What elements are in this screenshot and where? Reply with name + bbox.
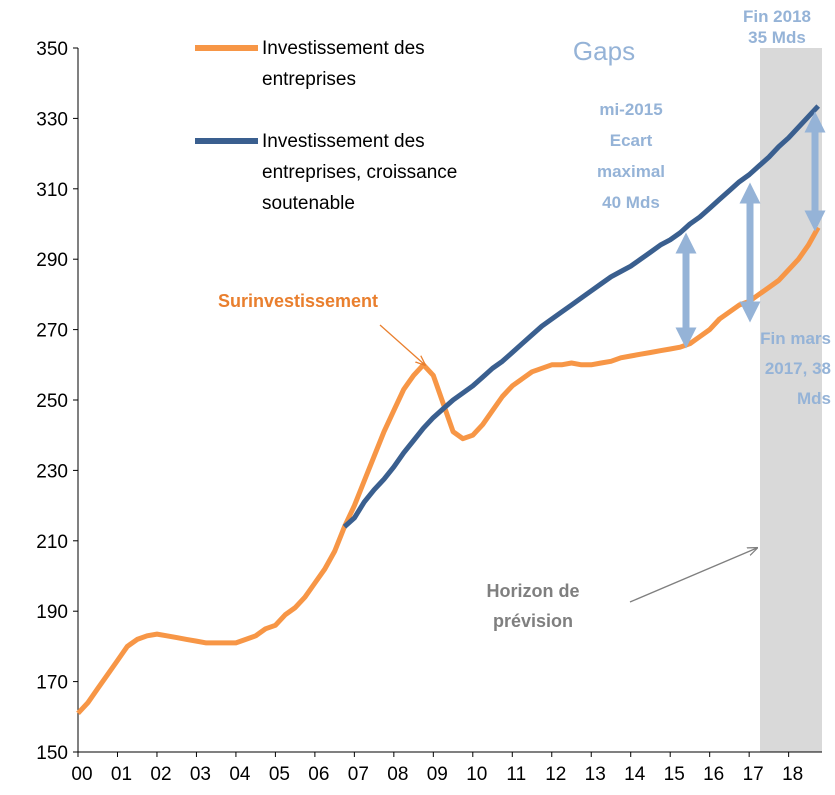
annotation-line: Fin mars: [760, 329, 831, 348]
x-tick-label: 06: [308, 764, 329, 785]
y-tick-label: 190: [36, 602, 68, 623]
x-tick-label: 05: [269, 764, 290, 785]
annotation: Fin mars 2017, 38 Mds: [760, 329, 831, 408]
annotation-line: Fin 2018: [743, 7, 811, 26]
annotation: Surinvestissement: [218, 291, 378, 311]
x-tick-label: 17: [743, 764, 764, 785]
annotation: Horizon de prévision: [487, 581, 580, 631]
y-tick-label: 150: [36, 743, 68, 764]
annotation-line: 40 Mds: [602, 193, 660, 212]
y-tick-label: 210: [36, 532, 68, 553]
y-tick-label: 290: [36, 250, 68, 271]
x-tick-label: 07: [348, 764, 369, 785]
annotation-line: Surinvestissement: [218, 291, 378, 311]
y-tick-label: 270: [36, 321, 68, 342]
x-tick-label: 18: [782, 764, 803, 785]
annotation-line: Ecart: [610, 131, 653, 150]
annotation-line: Gaps: [573, 36, 635, 66]
legend-entry: Investissement des entreprises, croissan…: [262, 131, 458, 214]
annotation-line: 2017, 38: [765, 359, 831, 378]
annotation: Fin 2018 35 Mds: [743, 7, 811, 47]
y-tick-label: 230: [36, 461, 68, 482]
x-tick-label: 10: [466, 764, 487, 785]
x-tick-label: 01: [111, 764, 132, 785]
annotation-line: 35 Mds: [748, 28, 806, 47]
y-tick-label: 330: [36, 109, 68, 130]
y-tick-label: 310: [36, 180, 68, 201]
series-line: [76, 226, 821, 716]
x-tick-label: 08: [387, 764, 408, 785]
y-tick-label: 170: [36, 673, 68, 694]
x-tick-label: 02: [150, 764, 171, 785]
y-tick-label: 250: [36, 391, 68, 412]
annotation-line: maximal: [597, 162, 665, 181]
x-tick-label: 12: [545, 764, 566, 785]
y-tick-label: 350: [36, 39, 68, 60]
x-tick-label: 15: [664, 764, 685, 785]
x-tick-label: 11: [506, 764, 526, 785]
x-tick-label: 03: [190, 764, 211, 785]
annotation: mi-2015 Ecart maximal 40 Mds: [597, 100, 665, 212]
annotation-line: Horizon de: [487, 581, 580, 601]
x-tick-label: 04: [229, 764, 251, 785]
series-line: [342, 104, 821, 529]
x-tick-label: 14: [624, 764, 646, 785]
x-tick-label: 09: [427, 764, 448, 785]
annotation: Gaps: [573, 36, 635, 66]
annotation-line: Mds: [797, 389, 831, 408]
annotation-arrow: [629, 548, 757, 603]
annotation-arrow: [379, 324, 425, 365]
legend-entry: Investissement des entreprises: [262, 38, 425, 90]
x-tick-label: 00: [71, 764, 92, 785]
annotation-line: prévision: [493, 611, 573, 631]
annotation-line: mi-2015: [599, 100, 662, 119]
x-tick-label: 13: [585, 764, 606, 785]
x-tick-label: 16: [703, 764, 724, 785]
